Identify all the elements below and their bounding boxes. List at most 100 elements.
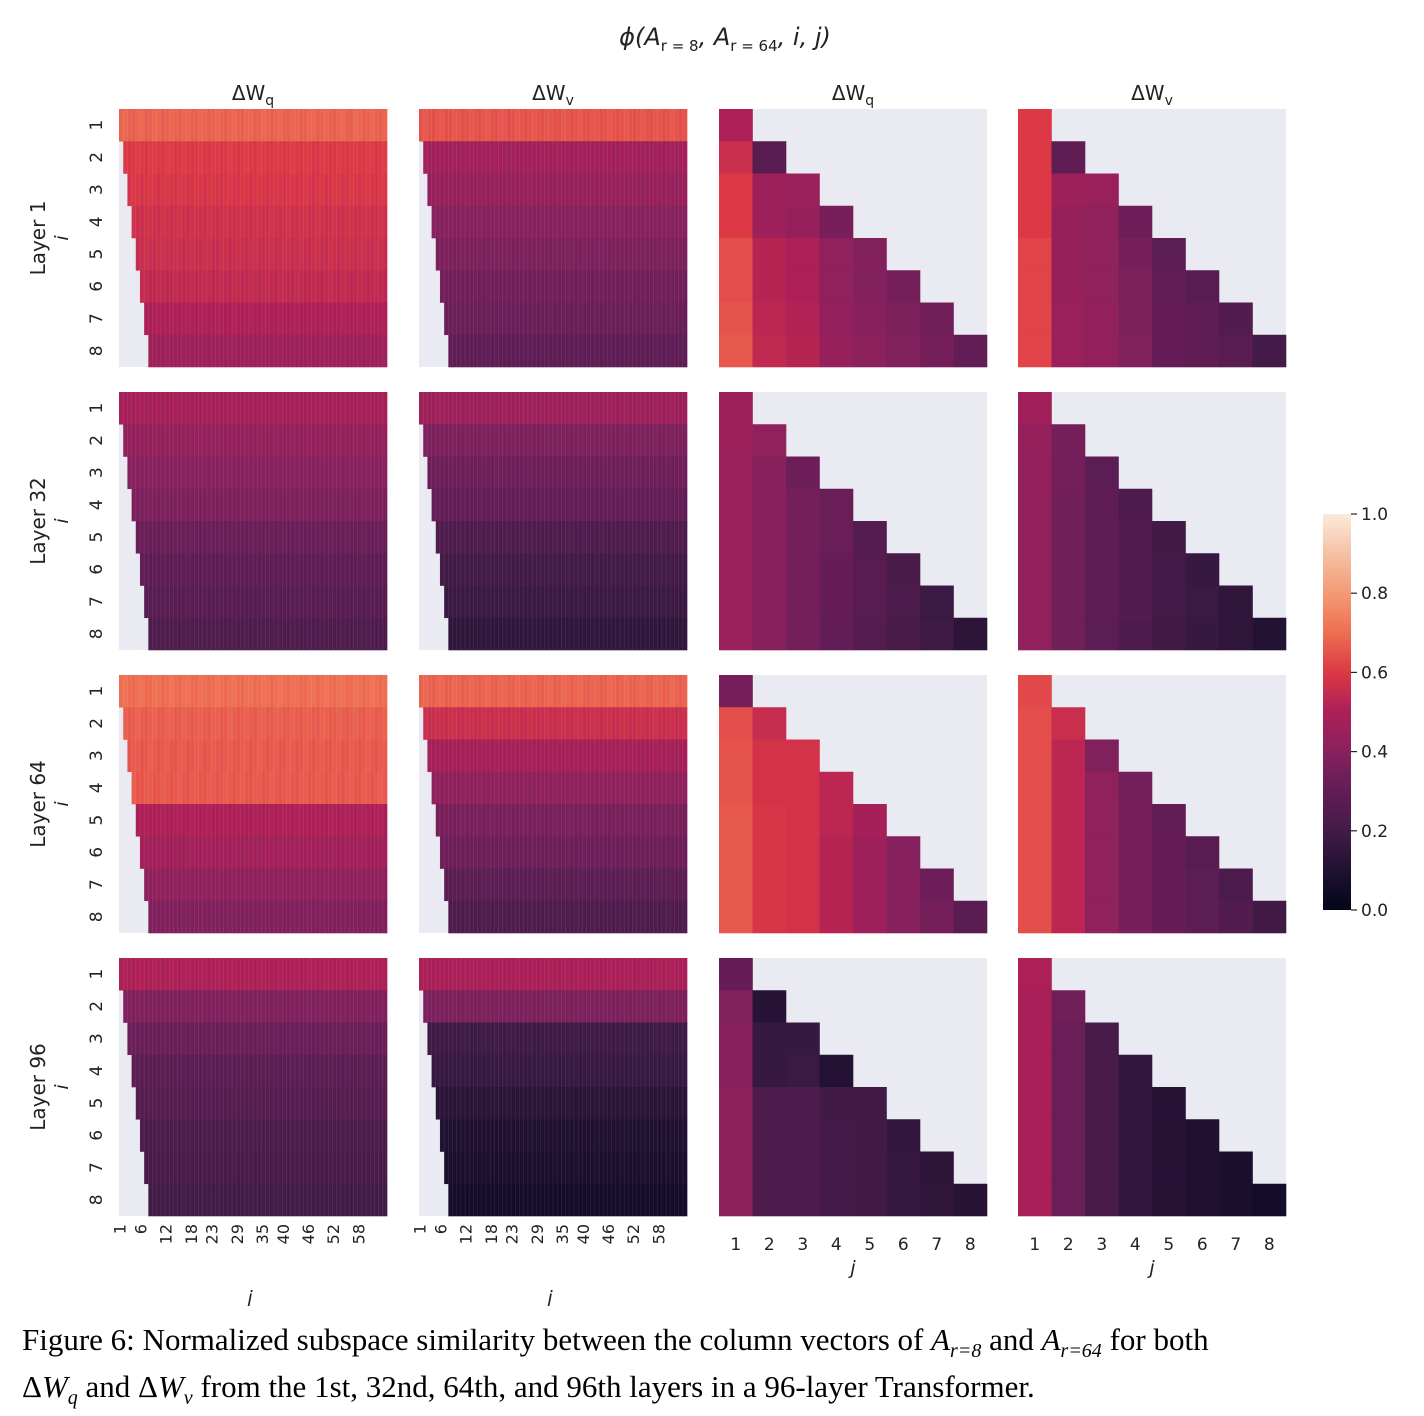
heatmap-cell	[315, 173, 321, 207]
heatmap-cell	[257, 900, 262, 934]
heatmap-cell	[173, 836, 178, 869]
heatmap-cell	[786, 1183, 820, 1217]
heatmap-cell	[240, 270, 245, 303]
heatmap-cell	[253, 1119, 258, 1152]
heatmap-cell	[481, 109, 487, 142]
heatmap-cell	[248, 1054, 254, 1088]
x-tick-label: 12	[157, 1224, 176, 1244]
heatmap-cell	[532, 836, 537, 869]
heatmap-cell	[139, 1054, 145, 1088]
heatmap-cell	[561, 1119, 566, 1152]
heatmap-cell	[345, 804, 350, 837]
heatmap-cell	[181, 392, 187, 425]
heatmap-cell	[460, 707, 466, 740]
heatmap-cell	[206, 488, 212, 522]
heatmap-cell	[544, 1183, 550, 1217]
heatmap-cell	[257, 868, 262, 902]
heatmap-cell	[361, 173, 367, 207]
heatmap-cell	[469, 771, 474, 805]
heatmap-cell	[682, 585, 688, 619]
heatmap-cell	[194, 488, 199, 522]
heatmap-cell	[536, 900, 541, 934]
heatmap-cell	[340, 1054, 346, 1088]
heatmap-cell	[282, 456, 287, 490]
x-tick-label: 5	[864, 1235, 875, 1255]
heatmap-cell	[490, 1022, 495, 1056]
heatmap-cell	[682, 804, 688, 837]
heatmap-cell	[615, 456, 621, 490]
heatmap-cell	[636, 334, 642, 368]
heatmap-cell	[349, 868, 354, 902]
y-tick-label: 8	[87, 628, 107, 639]
heatmap-cell	[286, 617, 292, 651]
heatmap-cell	[498, 109, 504, 142]
heatmap-cell	[590, 1054, 596, 1088]
heatmap-cell	[165, 334, 170, 368]
x-tick-label: 6	[132, 1224, 151, 1234]
heatmap-cell	[261, 424, 266, 457]
heatmap-cell	[498, 334, 504, 368]
heatmap-cell	[219, 771, 225, 805]
heatmap-cell	[674, 958, 679, 991]
heatmap-cell	[366, 334, 371, 368]
heatmap-cell	[181, 334, 187, 368]
heatmap-cell	[248, 1087, 254, 1120]
heatmap-cell	[148, 1119, 153, 1152]
heatmap-cell	[177, 1054, 183, 1088]
heatmap-cell	[532, 270, 537, 303]
heatmap-cell	[311, 238, 317, 271]
heatmap-cell	[752, 585, 787, 619]
heatmap-cell	[299, 521, 304, 554]
heatmap-cell	[540, 553, 545, 586]
heatmap-cell	[366, 173, 371, 207]
heatmap-cell	[439, 488, 445, 522]
x-tick-label: 46	[299, 1224, 318, 1244]
heatmap-cell	[473, 958, 478, 991]
y-axis-label: i	[51, 518, 73, 524]
heatmap-cell	[511, 868, 516, 902]
heatmap-cell	[320, 958, 325, 991]
heatmap-cell	[628, 804, 633, 837]
heatmap-cell	[670, 1119, 675, 1152]
heatmap-cell	[657, 836, 663, 869]
heatmap-cell	[1152, 1119, 1186, 1152]
heatmap-cell	[340, 990, 346, 1023]
heatmap-cell	[123, 392, 128, 425]
heatmap-cell	[190, 205, 195, 239]
heatmap-cell	[253, 141, 258, 174]
heatmap-cell	[427, 707, 432, 740]
heatmap-cell	[382, 990, 388, 1023]
heatmap-cell	[345, 205, 350, 239]
heatmap-cell	[148, 334, 153, 368]
heatmap-cell	[144, 707, 149, 740]
heatmap-cell	[620, 270, 625, 303]
heatmap-cell	[320, 900, 325, 934]
heatmap-cell	[548, 521, 554, 554]
heatmap-cell	[511, 521, 516, 554]
heatmap-cell	[486, 739, 491, 773]
heatmap-cell	[607, 521, 612, 554]
heatmap-cell	[557, 141, 562, 174]
x-tick-label: 35	[253, 1224, 272, 1244]
heatmap-cell	[299, 424, 304, 457]
heatmap-cell	[215, 771, 220, 805]
heatmap-cell	[1252, 334, 1287, 368]
heatmap-cell	[435, 675, 441, 708]
heatmap-cell	[353, 1119, 359, 1152]
heatmap-cell	[1219, 617, 1253, 651]
heatmap-cell	[307, 675, 312, 708]
heatmap-cell	[603, 334, 608, 368]
heatmap-cell	[498, 521, 504, 554]
x-tick-label: 52	[324, 1224, 343, 1244]
heatmap-cell	[273, 900, 279, 934]
heatmap-cell	[248, 302, 254, 336]
heatmap-cell	[194, 675, 199, 708]
heatmap-cell	[361, 302, 367, 336]
heatmap-cell	[544, 424, 550, 457]
heatmap-cell	[345, 553, 350, 586]
heatmap-cell	[594, 739, 600, 773]
heatmap-cell	[303, 521, 308, 554]
heatmap-cell	[615, 617, 621, 651]
heatmap-cell	[460, 1119, 466, 1152]
heatmap-cell	[165, 1054, 170, 1088]
